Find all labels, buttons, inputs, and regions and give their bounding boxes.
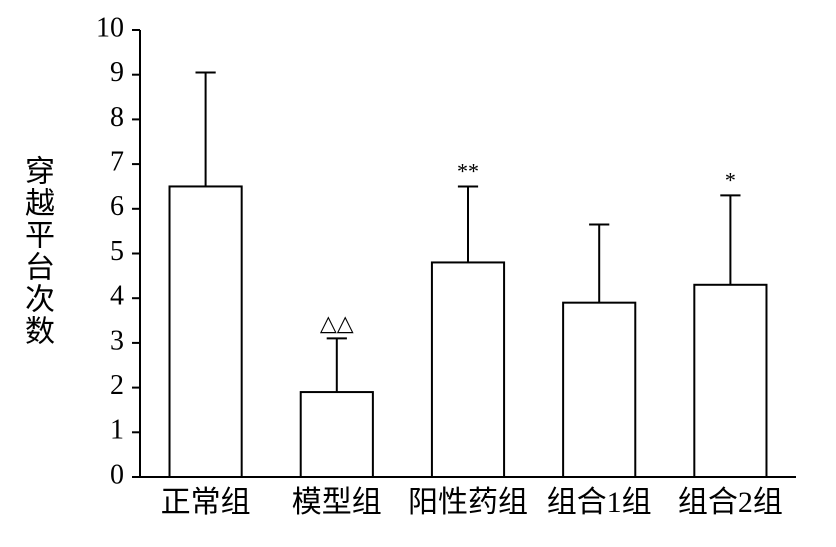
chart-svg: 0 1 2 3 4 5 6 7 8 9 10 正常组 △△ 模型组 ** 阳性药组组合1组 * 组合2组 穿越平台次… — [0, 0, 836, 547]
significance-label: ** — [457, 158, 479, 183]
y-tick-label: 3 — [110, 325, 124, 356]
y-tick-label: 8 — [110, 102, 124, 133]
x-category-label: 模型组 — [292, 486, 382, 519]
bar — [432, 262, 504, 477]
bar — [301, 392, 373, 477]
bar — [694, 285, 766, 477]
significance-label: △△ — [320, 310, 354, 335]
y-tick-label: 7 — [110, 147, 124, 178]
y-tick-label: 5 — [110, 236, 124, 267]
bar — [170, 186, 242, 477]
y-axis-title-glyph: 穿 — [25, 156, 55, 189]
y-tick-label: 1 — [110, 415, 124, 446]
x-category-label: 正常组 — [161, 486, 251, 519]
significance-label: * — [725, 167, 736, 192]
bar-chart: 0 1 2 3 4 5 6 7 8 9 10 正常组 △△ 模型组 ** 阳性药组组合1组 * 组合2组 穿越平台次… — [0, 0, 836, 547]
y-tick-label: 4 — [110, 281, 124, 312]
y-axis-title-glyph: 台 — [25, 252, 55, 285]
y-axis-title-glyph: 越 — [25, 188, 55, 221]
x-category-label: 组合2组 — [678, 486, 783, 519]
y-tick-label: 6 — [110, 191, 124, 222]
y-tick-label: 0 — [110, 459, 124, 490]
y-axis-title-glyph: 次 — [25, 284, 55, 317]
y-tick-label: 2 — [110, 370, 124, 401]
y-axis-title-glyph: 数 — [25, 316, 55, 349]
x-category-label: 组合1组 — [547, 486, 652, 519]
y-tick-label: 10 — [96, 12, 124, 43]
y-tick-label: 9 — [110, 57, 124, 88]
x-category-label: 阳性药组 — [408, 486, 528, 519]
bar — [563, 303, 635, 477]
y-axis-title-glyph: 平 — [25, 220, 55, 253]
